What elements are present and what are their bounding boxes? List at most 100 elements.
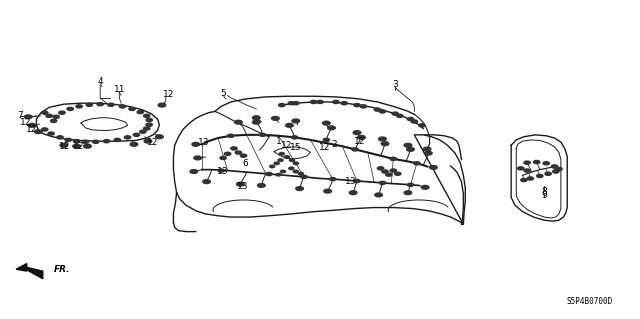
Circle shape (551, 165, 557, 168)
Text: S5P4B0700D: S5P4B0700D (567, 297, 613, 306)
Circle shape (146, 118, 152, 122)
Circle shape (298, 173, 303, 175)
Circle shape (289, 159, 294, 161)
Circle shape (269, 165, 275, 168)
Text: 12: 12 (354, 137, 365, 146)
Text: 12: 12 (319, 143, 331, 152)
Text: 13: 13 (237, 182, 248, 191)
Circle shape (259, 133, 266, 137)
Circle shape (328, 126, 335, 130)
Circle shape (349, 191, 357, 195)
Circle shape (293, 170, 298, 173)
Circle shape (144, 139, 152, 143)
Text: 13: 13 (218, 167, 229, 176)
Circle shape (380, 181, 386, 184)
Circle shape (545, 172, 551, 175)
Circle shape (324, 189, 332, 193)
Circle shape (288, 102, 294, 105)
Circle shape (48, 132, 54, 135)
Text: 4: 4 (97, 77, 103, 85)
Text: 11: 11 (113, 85, 125, 94)
Circle shape (407, 183, 413, 186)
Circle shape (124, 136, 131, 139)
Text: 3: 3 (392, 80, 398, 89)
Circle shape (354, 179, 360, 182)
Circle shape (130, 142, 138, 146)
Text: 12: 12 (26, 125, 38, 134)
Circle shape (524, 161, 531, 164)
Circle shape (352, 148, 358, 151)
Circle shape (380, 110, 386, 113)
Circle shape (543, 162, 549, 165)
Circle shape (28, 123, 36, 127)
Text: 7: 7 (18, 111, 24, 120)
Circle shape (65, 138, 72, 141)
Circle shape (114, 138, 120, 141)
Text: 12: 12 (74, 142, 85, 151)
Text: 12: 12 (281, 141, 292, 150)
Circle shape (60, 143, 68, 147)
Text: 9: 9 (541, 191, 547, 200)
Circle shape (35, 130, 42, 134)
Circle shape (524, 169, 531, 172)
Circle shape (97, 103, 103, 106)
Circle shape (119, 105, 125, 108)
Circle shape (379, 137, 387, 141)
Text: 1: 1 (276, 137, 282, 146)
Circle shape (390, 169, 396, 172)
Circle shape (330, 178, 336, 181)
Circle shape (292, 102, 299, 105)
Circle shape (278, 159, 283, 161)
Circle shape (429, 166, 437, 169)
Circle shape (521, 178, 527, 182)
Text: FR.: FR. (54, 265, 71, 274)
Circle shape (552, 170, 559, 173)
Circle shape (296, 187, 303, 190)
Circle shape (310, 100, 317, 104)
Circle shape (228, 134, 234, 137)
Text: 13: 13 (198, 137, 210, 147)
Circle shape (231, 147, 237, 150)
Circle shape (280, 170, 285, 173)
Circle shape (278, 104, 285, 107)
Circle shape (86, 103, 93, 106)
Circle shape (103, 140, 109, 143)
Text: 8: 8 (541, 187, 547, 196)
Circle shape (353, 131, 361, 135)
Circle shape (140, 130, 146, 133)
Circle shape (390, 157, 396, 160)
Circle shape (394, 172, 401, 175)
Circle shape (252, 120, 260, 124)
Circle shape (292, 119, 300, 123)
Circle shape (74, 140, 80, 143)
Circle shape (360, 105, 367, 108)
Circle shape (527, 177, 534, 180)
Circle shape (293, 162, 298, 165)
Circle shape (424, 151, 432, 155)
Circle shape (411, 120, 417, 123)
Circle shape (386, 173, 392, 176)
Circle shape (374, 108, 381, 111)
Circle shape (156, 135, 163, 139)
Circle shape (257, 183, 265, 187)
Circle shape (404, 143, 412, 147)
Circle shape (225, 152, 231, 155)
Circle shape (323, 138, 330, 141)
Circle shape (236, 151, 242, 154)
Circle shape (317, 100, 323, 104)
Circle shape (285, 123, 293, 127)
Text: 15: 15 (290, 143, 301, 152)
Circle shape (291, 136, 298, 139)
Circle shape (59, 111, 65, 114)
Circle shape (518, 167, 524, 170)
Text: 6: 6 (242, 159, 248, 168)
Text: 12: 12 (60, 142, 71, 151)
Circle shape (83, 140, 89, 143)
Circle shape (537, 174, 543, 178)
Circle shape (392, 112, 398, 115)
Circle shape (24, 115, 32, 119)
Text: 12: 12 (147, 137, 159, 147)
Circle shape (423, 147, 431, 151)
Circle shape (143, 127, 150, 130)
Circle shape (235, 120, 243, 124)
